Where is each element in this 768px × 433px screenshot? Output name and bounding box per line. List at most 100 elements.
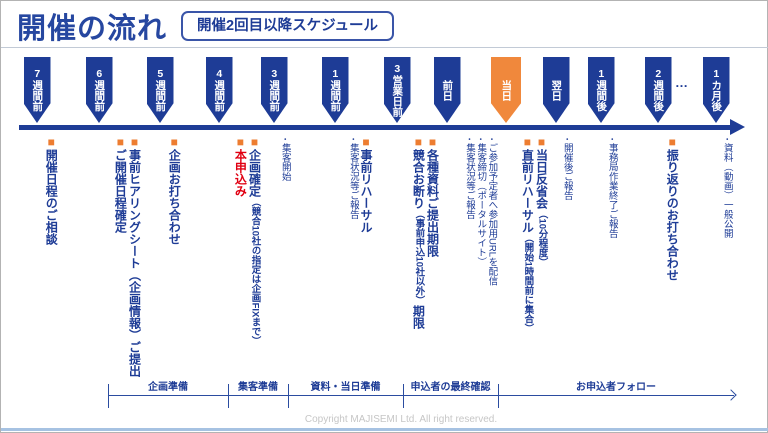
- task-item: ・開催後ご報告: [562, 135, 573, 407]
- task-text: 集客開始: [279, 143, 291, 181]
- phase-tick-2: [228, 384, 229, 408]
- task-note: （開始1時間前に集合）: [522, 233, 534, 334]
- milestone-flag-1: 7週間前: [23, 57, 51, 123]
- milestone-label: 3週間前: [268, 68, 281, 112]
- square-marker-icon: ■: [665, 135, 680, 149]
- task-text: 企画確定: [247, 149, 262, 197]
- task-text: 開催後ご報告: [561, 143, 573, 200]
- milestone-label: 1週間後: [595, 68, 608, 112]
- header-divider: [1, 47, 768, 48]
- task-item: ■各種資料ご提出期限: [425, 135, 439, 407]
- milestone-tasks-2: ■事前ヒアリングシート（企画情報）ご提出 ■ご開催日程確定: [113, 135, 141, 407]
- phase-label-1: 企画準備: [148, 382, 188, 393]
- milestone-label: 4週間前: [213, 68, 226, 112]
- milestone-flag-12: 2週間後: [644, 57, 672, 123]
- task-item: ■開催日程のご相談: [44, 135, 58, 407]
- dot-marker-icon: ・: [722, 135, 732, 143]
- task-text: 振り返りのお打ち合わせ: [665, 149, 680, 281]
- square-marker-icon: ■: [359, 135, 374, 149]
- task-text: 事務局作業終了ご報告: [606, 143, 618, 238]
- square-marker-icon: ■: [425, 135, 440, 149]
- milestone-tasks-9: ■当日反省会（10分程度） ■直前リハーサル（開始1時間前に集合）: [520, 135, 548, 407]
- milestone-tasks-13: ・資料（動画）一般公開: [722, 135, 733, 407]
- milestone-label: 2週間後: [652, 68, 665, 112]
- milestone-flag-13: 1カ月後: [702, 57, 730, 123]
- task-text: 事前ヒアリングシート（企画情報）ご提出: [127, 149, 142, 377]
- task-text: ご参加予定者へ参加用URLを配信: [486, 143, 498, 286]
- task-item: ■競合お断り（事前申込10社以外）期限: [411, 135, 425, 407]
- task-text: 集客状況等ご報告: [464, 143, 476, 219]
- dot-marker-icon: ・: [562, 135, 572, 143]
- milestone-tasks-4: ■企画確定（競合10社の指定は企画FIXまで） ■本申込み: [233, 135, 261, 407]
- milestone-label: 6週間前: [93, 68, 106, 112]
- task-text: 集客締切（ポータルサイト）: [475, 143, 487, 267]
- milestone-tasks-3: ■企画お打ち合わせ: [167, 135, 181, 407]
- page-title: 開催の流れ: [17, 13, 168, 45]
- task-text: 競合お断り: [411, 149, 426, 209]
- task-item: ・ご参加予定者へ参加用URLを配信: [486, 135, 497, 407]
- task-text: 資料（動画）一般公開: [721, 143, 733, 238]
- task-item: ■当日反省会（10分程度）: [534, 135, 548, 407]
- milestone-tasks-1: ■開催日程のご相談: [44, 135, 58, 407]
- milestone-flag-5: 3週間前: [260, 57, 288, 123]
- milestone-label: 1カ月後: [710, 68, 723, 112]
- square-marker-icon: ■: [247, 135, 262, 149]
- milestone-label: 3営業日前: [391, 63, 404, 117]
- task-text: 集客状況等ご報告: [347, 143, 359, 219]
- milestone-tasks-6: ■事前リハーサル ・集客状況等ご報告: [348, 135, 373, 407]
- phase-tick-1: [108, 384, 109, 408]
- square-marker-icon: ■: [44, 135, 59, 149]
- square-marker-icon: ■: [167, 135, 182, 149]
- timeline-arrowhead-icon: [730, 119, 745, 135]
- phase-axis-line: [108, 395, 734, 396]
- task-item: ■企画お打ち合わせ: [167, 135, 181, 407]
- milestone-flag-11: 1週間後: [587, 57, 615, 123]
- milestone-tasks-10: ・開催後ご報告: [562, 135, 573, 407]
- task-text: 当日反省会: [534, 149, 549, 209]
- milestone-tasks-5: ・集客開始: [280, 135, 291, 407]
- timeline-bar: [19, 125, 730, 130]
- milestone-flag-4: 4週間前: [205, 57, 233, 123]
- dot-marker-icon: ・: [487, 135, 497, 143]
- square-marker-icon: ■: [411, 135, 426, 149]
- task-item: ■事前リハーサル: [359, 135, 373, 407]
- milestone-flag-2: 6週間前: [85, 57, 113, 123]
- task-item: ■事前ヒアリングシート（企画情報）ご提出: [127, 135, 141, 407]
- task-note: （競合10社の指定は企画FIXまで）: [249, 197, 261, 346]
- task-note: （10分程度）: [536, 209, 548, 268]
- milestone-label: 当日: [500, 79, 513, 101]
- milestone-flag-8: 前日: [433, 57, 461, 123]
- task-item: ■企画確定（競合10社の指定は企画FIXまで）: [247, 135, 261, 407]
- task-item: ■ご開催日程確定: [113, 135, 127, 407]
- milestone-label: 7週間前: [31, 68, 44, 112]
- milestone-label: 翌日: [550, 79, 563, 101]
- milestone-tasks-12: ■振り返りのお打ち合わせ: [665, 135, 679, 407]
- bottom-accent-strip: [1, 428, 768, 431]
- square-marker-icon: ■: [233, 135, 248, 149]
- task-item: ・集客状況等ご報告: [348, 135, 359, 407]
- square-marker-icon: ■: [534, 135, 549, 149]
- task-item: ・事務局作業終了ご報告: [607, 135, 618, 407]
- task-text: 開催日程のご相談: [44, 149, 59, 245]
- phase-tick-3: [288, 384, 289, 408]
- task-item: ・資料（動画）一般公開: [722, 135, 733, 407]
- task-text: ご開催日程確定: [113, 149, 128, 233]
- task-text: 期限: [411, 305, 426, 330]
- milestone-tasks-7: ■各種資料ご提出期限 ■競合お断り（事前申込10社以外）期限: [411, 135, 439, 407]
- task-item: ・集客締切（ポータルサイト）: [475, 135, 486, 407]
- dot-marker-icon: ・: [280, 135, 290, 143]
- dot-marker-icon: ・: [476, 135, 486, 143]
- square-marker-icon: ■: [520, 135, 535, 149]
- task-text: 本申込み: [233, 149, 248, 197]
- task-text: 企画お打ち合わせ: [167, 149, 182, 245]
- task-item: ■振り返りのお打ち合わせ: [665, 135, 679, 407]
- task-item: ■直前リハーサル（開始1時間前に集合）: [520, 135, 534, 407]
- square-marker-icon: ■: [113, 135, 128, 149]
- schedule-badge: 開催2回目以降スケジュール: [181, 11, 395, 41]
- milestone-flag-9: 当日: [491, 57, 521, 123]
- phase-label-3: 資料・当日準備: [310, 382, 381, 393]
- phase-label-5: お申込者フォロー: [576, 382, 656, 393]
- phase-tick-5: [498, 384, 499, 408]
- task-text: 直前リハーサル: [520, 149, 535, 233]
